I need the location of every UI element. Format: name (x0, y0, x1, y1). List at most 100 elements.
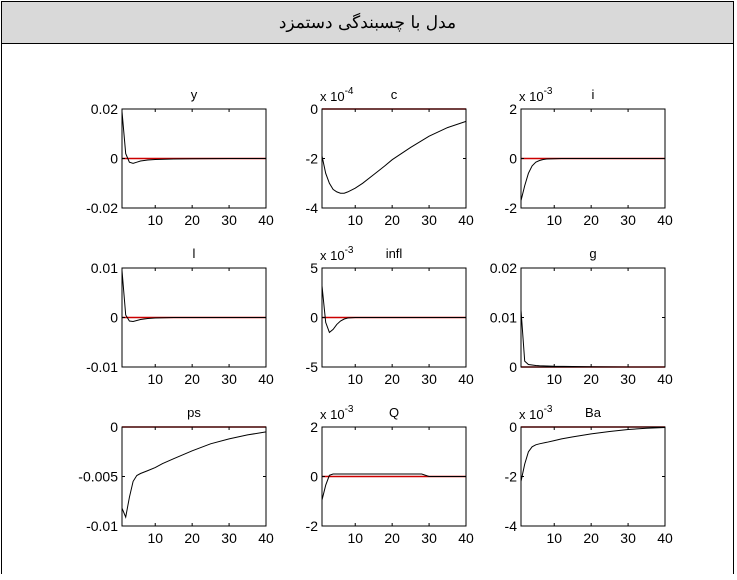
x-tick-label: 40 (458, 371, 474, 387)
y-tick-label: -4 (306, 200, 319, 216)
panel-title: Ba (585, 405, 602, 420)
x-tick-label: 30 (620, 212, 636, 228)
y-tick-label: 0 (110, 310, 118, 326)
x-tick-label: 20 (184, 212, 200, 228)
x-tick-label: 40 (458, 212, 474, 228)
y-tick-label: 2 (509, 101, 517, 117)
panel-title: y (191, 87, 198, 102)
x-tick-label: 40 (258, 530, 274, 546)
x-tick-label: 40 (657, 371, 673, 387)
figure-title: مدل با چسبندگی دستمزد (278, 12, 457, 33)
x-tick-label: 10 (347, 530, 363, 546)
y-tick-label: 0 (509, 359, 517, 375)
panel-l: 10 20 30 40 0.01 0 -0.01 l (86, 246, 274, 387)
y-tick-label: -0.02 (86, 200, 118, 216)
y-tick-label: -5 (306, 359, 319, 375)
x-tick-label: 10 (546, 212, 562, 228)
panel-g: 10 20 30 40 0.02 0.01 0 g (490, 246, 673, 387)
y-tick-label: 0 (310, 469, 318, 485)
panel-title: g (589, 246, 596, 261)
x-tick-label: 10 (147, 371, 163, 387)
axis-exponent: x 10-3 (320, 245, 354, 263)
response-line (520, 158, 665, 201)
y-tick-label: -2 (306, 518, 319, 534)
y-tick-label: 0 (509, 151, 517, 167)
axis-exponent: x 10-4 (320, 86, 354, 104)
response-line (321, 120, 467, 194)
x-tick-label: 20 (384, 530, 400, 546)
x-tick-label: 30 (221, 371, 237, 387)
x-tick-label: 30 (620, 371, 636, 387)
y-tick-label: 0.01 (490, 310, 517, 326)
panel-title: Q (389, 405, 399, 420)
axes-box (520, 426, 666, 527)
x-tick-label: 10 (347, 212, 363, 228)
y-tick-label: 0 (509, 419, 517, 435)
y-tick-label: -0.01 (86, 518, 118, 534)
response-line (121, 270, 266, 323)
panel-y: 10 20 30 40 0.02 0 -0.02 y (86, 87, 274, 228)
x-tick-label: 40 (258, 212, 274, 228)
x-tick-label: 10 (546, 371, 562, 387)
y-tick-label: -0.005 (78, 469, 118, 485)
axis-exponent: x 10-3 (320, 404, 354, 422)
panel-ps: 10 20 30 40 0 -0.005 -0.01 ps (78, 405, 274, 546)
x-tick-label: 10 (147, 530, 163, 546)
response-line (321, 285, 466, 334)
response-line (121, 431, 267, 519)
panel-ba: 10 20 30 40 0 -2 -4 x 10-3 Ba (505, 404, 673, 546)
axes-box (121, 426, 267, 527)
x-tick-label: 40 (258, 371, 274, 387)
response-line (321, 473, 466, 501)
x-tick-label: 20 (384, 371, 400, 387)
response-line (121, 111, 266, 164)
y-tick-label: 0.01 (91, 260, 118, 276)
y-tick-label: 0.02 (490, 260, 517, 276)
panel-title: i (592, 87, 595, 102)
axis-exponent: x 10-3 (519, 404, 553, 422)
response-line (520, 427, 666, 482)
x-tick-label: 10 (147, 212, 163, 228)
y-tick-label: -0.01 (86, 359, 118, 375)
x-tick-label: 10 (546, 530, 562, 546)
panel-title: infl (386, 246, 403, 261)
axis-exponent: x 10-3 (519, 86, 553, 104)
x-tick-label: 10 (347, 371, 363, 387)
panel-title: c (391, 87, 398, 102)
x-tick-label: 30 (421, 371, 437, 387)
x-tick-label: 30 (620, 530, 636, 546)
y-tick-label: 0 (310, 310, 318, 326)
y-tick-label: 2 (310, 419, 318, 435)
x-tick-label: 30 (221, 212, 237, 228)
panel-title: ps (187, 405, 201, 420)
y-tick-label: 0.02 (91, 101, 118, 117)
y-tick-label: -2 (505, 200, 518, 216)
panel-title: l (193, 246, 196, 261)
figure-header: مدل با چسبندگی دستمزد (2, 2, 733, 44)
x-tick-label: 40 (458, 530, 474, 546)
x-tick-label: 20 (184, 371, 200, 387)
x-tick-label: 40 (657, 212, 673, 228)
x-tick-label: 20 (583, 530, 599, 546)
response-line (520, 310, 665, 368)
x-tick-label: 20 (184, 530, 200, 546)
y-tick-label: 0 (110, 419, 118, 435)
x-tick-label: 40 (657, 530, 673, 546)
y-tick-label: -2 (306, 151, 319, 167)
x-tick-label: 30 (421, 212, 437, 228)
y-tick-label: 0 (310, 101, 318, 117)
x-tick-label: 30 (421, 530, 437, 546)
y-tick-label: 5 (310, 260, 318, 276)
axes-box (520, 267, 666, 368)
y-tick-label: -4 (505, 518, 518, 534)
y-tick-label: 0 (110, 151, 118, 167)
x-tick-label: 20 (583, 371, 599, 387)
x-tick-label: 20 (583, 212, 599, 228)
y-tick-label: -2 (505, 469, 518, 485)
x-tick-label: 20 (384, 212, 400, 228)
